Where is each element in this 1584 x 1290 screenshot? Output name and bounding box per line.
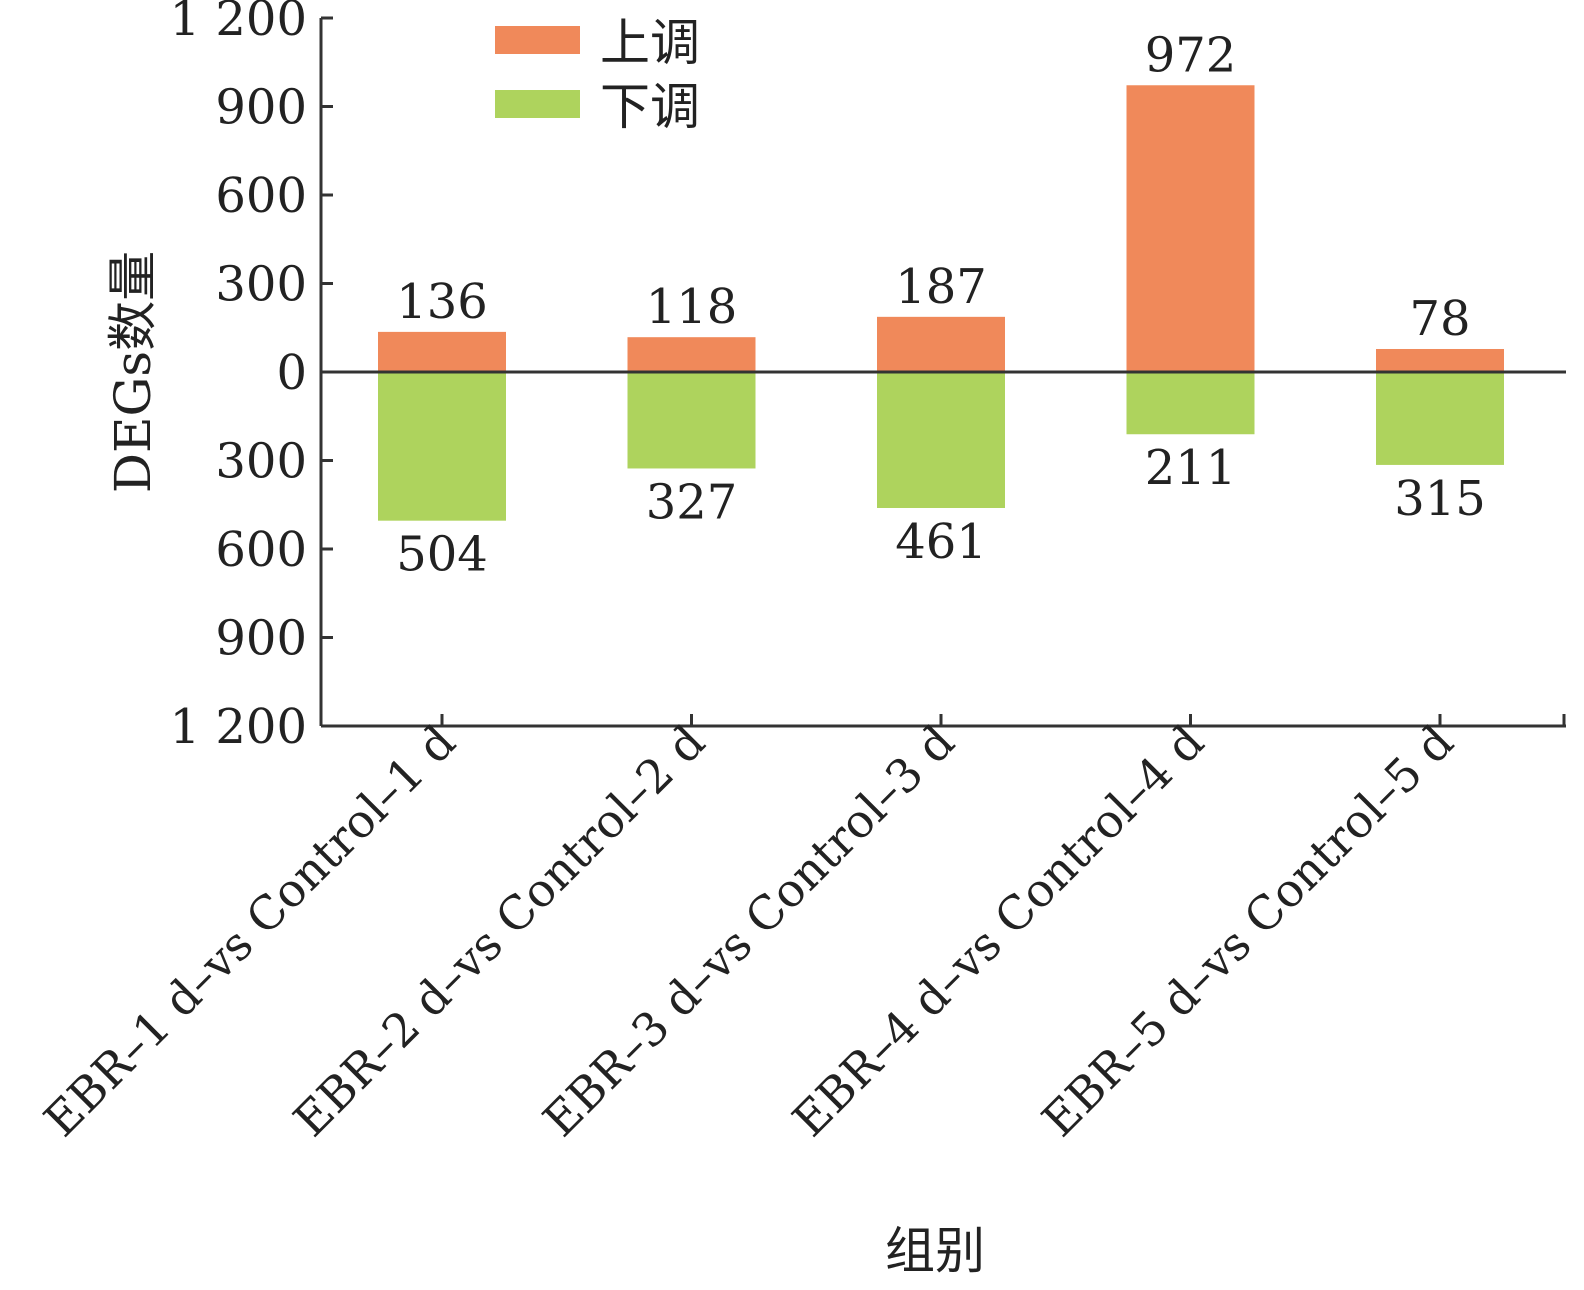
bar-upregulated bbox=[877, 316, 1005, 372]
value-label-downregulated: 327 bbox=[646, 474, 738, 530]
legend-label-up: 上调 bbox=[600, 14, 700, 72]
y-tick-label: 900 bbox=[215, 611, 307, 667]
y-tick-label: 900 bbox=[215, 80, 307, 136]
legend-swatch-up bbox=[495, 26, 580, 54]
category-label: EBR–5 d–vs Control–5 d bbox=[1032, 715, 1464, 1147]
value-label-upregulated: 118 bbox=[646, 279, 738, 335]
value-label-downregulated: 504 bbox=[396, 527, 488, 583]
x-ticks-layer bbox=[440, 714, 1566, 726]
value-labels-layer: 136 504 118 327 187 461 972 211 78 315 bbox=[396, 27, 1486, 582]
y-tick-label: 1 200 bbox=[170, 0, 307, 47]
category-label: EBR–4 d–vs Control–4 d bbox=[782, 715, 1214, 1147]
y-tick-label: 1 200 bbox=[170, 699, 307, 755]
value-label-downregulated: 461 bbox=[895, 514, 987, 570]
bar-upregulated bbox=[378, 331, 506, 372]
bar-upregulated bbox=[1126, 85, 1255, 372]
category-label: EBR–3 d–vs Control–3 d bbox=[533, 715, 965, 1147]
value-label-downregulated: 315 bbox=[1394, 471, 1486, 527]
bars-layer bbox=[378, 85, 1504, 521]
legend-label-down: 下调 bbox=[600, 78, 700, 136]
y-axis-title: DEGs数量 bbox=[104, 251, 162, 493]
bar-upregulated bbox=[1376, 348, 1504, 372]
value-label-upregulated: 187 bbox=[895, 259, 987, 315]
y-tick-label: 300 bbox=[215, 257, 307, 313]
y-tick-label: 600 bbox=[215, 522, 307, 578]
bar-downregulated bbox=[1126, 372, 1255, 435]
x-axis-title: 组别 bbox=[885, 1222, 985, 1280]
y-ticks-layer: 1 200 900 600 300 0 300 600 900 1 200 bbox=[170, 0, 333, 755]
category-label: EBR–2 d–vs Control–2 d bbox=[283, 715, 715, 1147]
bar-upregulated bbox=[627, 337, 756, 372]
bar-downregulated bbox=[1376, 372, 1504, 465]
bar-downregulated bbox=[877, 372, 1005, 508]
axes-layer bbox=[319, 18, 1566, 728]
bar-downregulated bbox=[627, 372, 756, 469]
value-label-downregulated: 211 bbox=[1145, 440, 1237, 496]
legend: 上调 下调 bbox=[495, 14, 700, 136]
value-label-upregulated: 972 bbox=[1145, 27, 1237, 83]
value-label-upregulated: 136 bbox=[396, 274, 488, 330]
y-tick-label: 300 bbox=[215, 434, 307, 490]
category-label: EBR–1 d–vs Control–1 d bbox=[34, 715, 466, 1147]
value-label-upregulated: 78 bbox=[1409, 291, 1470, 347]
bar-downregulated bbox=[378, 372, 506, 521]
y-tick-label: 600 bbox=[215, 168, 307, 224]
legend-swatch-down bbox=[495, 90, 580, 118]
y-tick-label: 0 bbox=[276, 345, 307, 401]
